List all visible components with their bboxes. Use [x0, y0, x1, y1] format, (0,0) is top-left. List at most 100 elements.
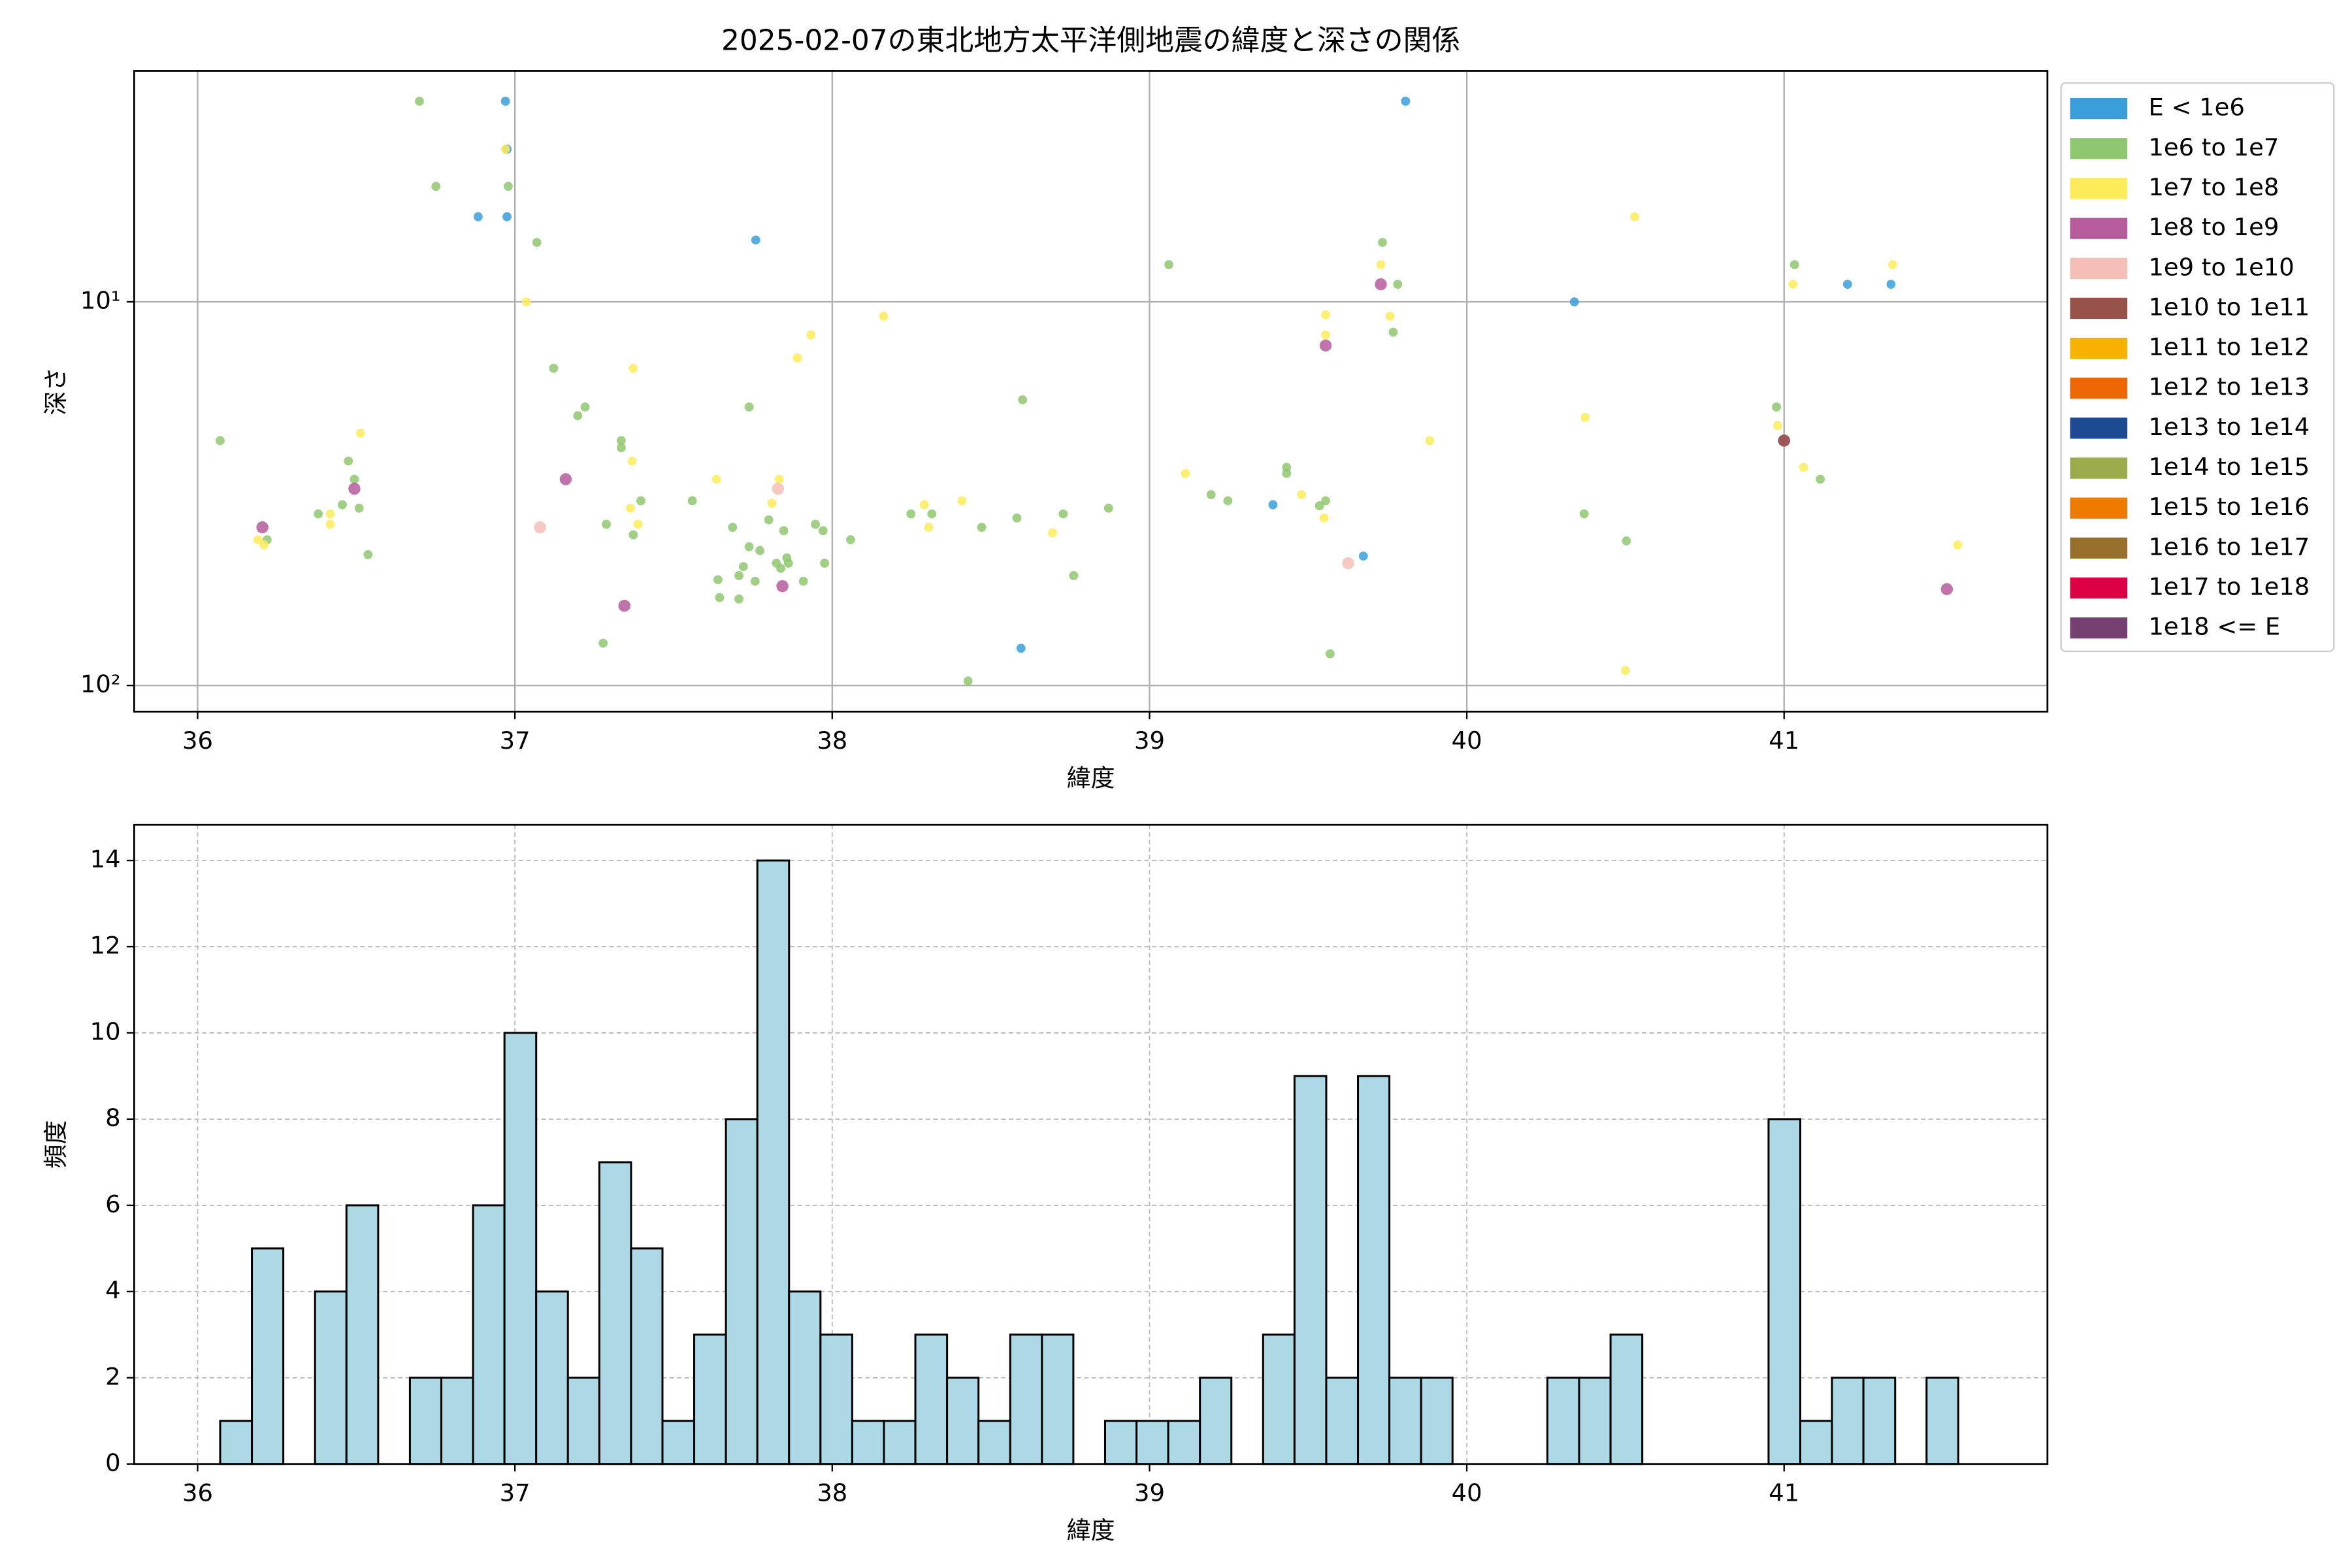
point: [616, 443, 626, 453]
legend-label: 1e18 <= E: [2148, 613, 2280, 641]
point: [350, 474, 359, 484]
y-axis-label: 頻度: [42, 1120, 70, 1169]
x-tick-label: 36: [182, 1478, 213, 1507]
point: [1018, 395, 1028, 404]
point: [626, 503, 635, 513]
legend-swatch: [2070, 297, 2128, 319]
legend-swatch: [2070, 537, 2128, 559]
bar: [408, 1377, 442, 1465]
point: [1378, 238, 1387, 247]
legend-label: 1e6 to 1e7: [2148, 133, 2279, 161]
bar: [819, 1333, 853, 1465]
legend-swatch: [2070, 497, 2128, 519]
point: [846, 535, 855, 545]
point: [1164, 260, 1174, 270]
point: [772, 482, 784, 495]
legend-label: 1e7 to 1e8: [2148, 173, 2279, 201]
point: [502, 212, 512, 221]
bar: [1199, 1377, 1233, 1465]
point: [734, 594, 743, 604]
point: [711, 474, 721, 484]
point: [1622, 536, 1631, 546]
x-tick-label: 36: [182, 727, 213, 755]
bar: [1103, 1420, 1138, 1465]
point: [1069, 571, 1079, 580]
point: [1772, 402, 1782, 412]
point: [1886, 280, 1896, 289]
point: [1579, 509, 1589, 519]
point: [957, 496, 967, 506]
point: [354, 503, 364, 513]
bar: [440, 1377, 474, 1465]
bar: [756, 859, 791, 1465]
bar: [914, 1333, 949, 1465]
bar: [345, 1204, 380, 1465]
point: [344, 456, 353, 466]
point: [325, 509, 335, 519]
bar: [1262, 1333, 1296, 1465]
legend-label: 1e8 to 1e9: [2148, 213, 2279, 241]
x-axis-label: 緯度: [1067, 1516, 1115, 1544]
point: [779, 526, 789, 536]
y-tick-label: 6: [105, 1190, 120, 1218]
bar: [1546, 1377, 1580, 1465]
point: [1842, 280, 1852, 289]
point: [927, 509, 937, 519]
point: [774, 474, 784, 484]
legend-label: 1e14 to 1e15: [2148, 453, 2310, 481]
point: [415, 97, 424, 106]
point: [806, 330, 816, 340]
point: [1319, 339, 1332, 352]
point: [1887, 260, 1897, 270]
bar: [1293, 1075, 1328, 1465]
point: [744, 542, 754, 551]
point: [473, 212, 483, 221]
legend-swatch: [2070, 98, 2128, 120]
point: [521, 297, 531, 306]
point: [618, 600, 630, 612]
axes-frame: [133, 70, 2049, 713]
bar: [630, 1247, 664, 1465]
bar: [503, 1032, 538, 1465]
point: [776, 563, 786, 573]
point: [602, 519, 611, 529]
bar: [598, 1161, 632, 1465]
point: [1401, 97, 1411, 106]
point: [355, 429, 365, 438]
point: [500, 144, 510, 154]
point: [1953, 540, 1963, 549]
point: [1621, 666, 1630, 676]
legend-label: 1e9 to 1e10: [2148, 253, 2294, 281]
point: [256, 521, 269, 534]
point: [616, 436, 626, 446]
point: [348, 482, 361, 495]
bar: [251, 1247, 285, 1465]
point: [627, 456, 637, 466]
point: [728, 523, 738, 532]
x-tick-label: 41: [1769, 727, 1799, 755]
x-axis-label: 緯度: [1067, 764, 1115, 792]
bar: [1388, 1377, 1422, 1465]
point: [1789, 260, 1799, 270]
y-tick-label: 12: [90, 932, 121, 960]
point: [1940, 583, 1953, 596]
bar: [1799, 1420, 1833, 1465]
point: [1282, 468, 1292, 478]
legend-swatch: [2070, 577, 2128, 599]
point: [820, 559, 830, 568]
point: [764, 515, 774, 525]
point: [1047, 528, 1057, 538]
point: [259, 540, 269, 549]
x-tick-label: 38: [817, 727, 847, 755]
point: [1181, 468, 1190, 478]
point: [798, 576, 808, 586]
legend-label: 1e16 to 1e17: [2148, 532, 2310, 561]
point: [919, 500, 929, 510]
point: [363, 550, 373, 559]
point: [1358, 551, 1368, 561]
point: [1799, 463, 1808, 472]
bar: [788, 1290, 822, 1465]
point: [1103, 503, 1113, 513]
bar: [1925, 1377, 1959, 1465]
point: [549, 363, 559, 373]
